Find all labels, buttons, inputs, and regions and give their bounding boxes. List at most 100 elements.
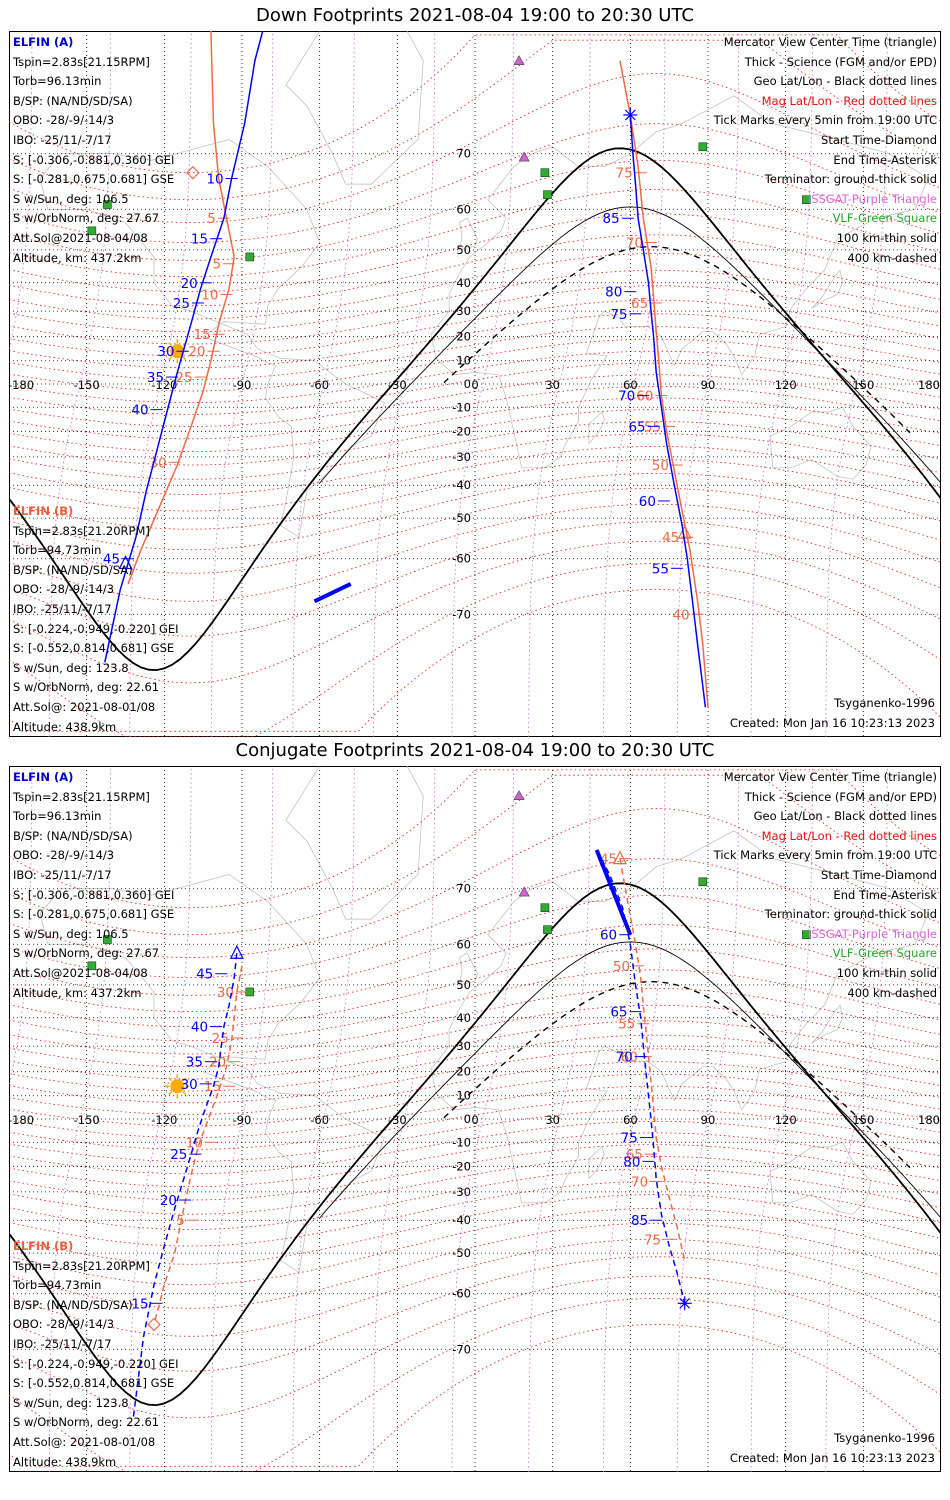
time-tick-label: 65 <box>628 419 645 435</box>
info-row: OBO: -28/-9/-14/3 <box>13 848 115 863</box>
model-credit: Tsyganenko-1996 <box>834 696 935 710</box>
lat-tick-label: 30 <box>456 1039 471 1053</box>
info-row: Torb=96.13min <box>13 74 102 89</box>
sun-ray <box>182 1077 187 1082</box>
lat-tick-label: 10 <box>456 354 471 368</box>
time-tick-label: 45 <box>196 967 213 983</box>
center-time-triangle-icon <box>229 944 244 959</box>
time-tick-label: 60 <box>639 494 656 510</box>
end-asterisk-icon <box>679 1297 691 1309</box>
info-row: IBO: -25/11/-7/17 <box>13 1336 112 1351</box>
vlf-square-icon <box>698 877 708 887</box>
mag-lon-line <box>372 31 436 737</box>
panel-title-conjugate: Conjugate Footprints 2021-08-04 19:00 to… <box>235 740 715 761</box>
time-tick-label: 15 <box>131 1296 148 1312</box>
time-tick-label: 80 <box>605 285 622 301</box>
issgat-triangle-icon <box>518 151 530 162</box>
time-tick-label: 5 <box>207 211 216 227</box>
info-row: Torb=94.73min <box>13 543 102 558</box>
mag-lat-line <box>9 1298 941 1472</box>
lat-tick-label: -60 <box>452 1287 471 1301</box>
time-tick-label: 45 <box>662 530 679 546</box>
lat-tick-label: -30 <box>452 450 471 464</box>
mag-lat-line <box>9 1275 941 1419</box>
time-tick-label: 40 <box>672 607 689 623</box>
time-tick-label: 40 <box>191 1020 208 1036</box>
sun-ray <box>182 1091 187 1096</box>
info-row: Altitude, km: 437.2km <box>13 250 142 265</box>
legend: Mercator View Center Time (triangle) Thi… <box>714 33 937 268</box>
lon-tick-label: 180 <box>918 378 940 392</box>
legend-item: Start Time-Diamond <box>821 867 937 882</box>
time-tick-label: 15 <box>204 1079 221 1095</box>
vlf-square-icon <box>802 195 811 204</box>
mag-lat-line <box>9 858 941 978</box>
lon-tick-label: -180 <box>9 378 34 392</box>
mag-lon-line <box>528 766 591 1472</box>
info-row: IBO: -25/11/-7/17 <box>13 132 112 147</box>
lat-tick-label: -50 <box>452 511 471 525</box>
lat-tick-label: 50 <box>456 243 471 257</box>
time-tick-label: 50 <box>613 959 630 975</box>
time-tick-label: 45 <box>103 552 120 568</box>
legend-item: Tick Marks every 5min from 19:00 UTC <box>713 848 937 863</box>
legend-item: Mercator View Center Time (triangle) <box>723 770 937 784</box>
coastline <box>430 830 929 1204</box>
legend-item: VLF-Green Square <box>832 211 937 226</box>
time-tick-label: 75 <box>621 1131 638 1147</box>
mag-lon-line <box>528 31 591 737</box>
mag-lon-line <box>210 766 274 1472</box>
info-row: Tspin=2.83s[21.20RPM] <box>13 523 150 538</box>
legend-item: Tick Marks every 5min from 19:00 UTC <box>713 113 937 128</box>
mag-lat-line <box>9 350 941 404</box>
time-tick-label: 60 <box>621 1050 638 1066</box>
info-row: Altitude: 438.9km <box>13 1454 117 1469</box>
time-tick-label: 55 <box>618 1017 635 1033</box>
lat-tick-label: -10 <box>452 1135 471 1149</box>
vlf-square-icon <box>698 142 708 152</box>
created-timestamp: Created: Mon Jan 16 10:23:13 2023 <box>729 1451 935 1465</box>
coastline <box>769 406 872 480</box>
time-tick-label: 15 <box>191 232 208 248</box>
terminator-100km <box>319 206 941 484</box>
sun-ray <box>168 356 173 361</box>
info-row: S: [-0.552,0.814,0.681] GSE <box>13 1376 175 1391</box>
elfin-b-header: ELFIN (B) <box>13 504 74 518</box>
coastline <box>285 766 424 920</box>
mag-lon-line <box>750 31 813 737</box>
coastline <box>459 952 478 986</box>
start-diamond-icon <box>147 1317 161 1332</box>
lat-tick-label: -60 <box>452 552 471 566</box>
elfin-a-header: ELFIN (A) <box>13 35 74 49</box>
time-tick-label: 30 <box>150 455 167 471</box>
info-row: Altitude: 438.9km <box>13 719 117 734</box>
center-time-triangle-icon <box>118 555 133 570</box>
info-row: B/SP: (NA/ND/SD/SA) <box>13 1297 133 1312</box>
coastline <box>588 1146 605 1180</box>
info-row: Torb=96.13min <box>13 809 102 824</box>
legend-item: 100 km-thin solid <box>836 965 937 980</box>
time-tick-label: 70 <box>618 389 635 405</box>
coastline <box>588 411 605 445</box>
info-row: S w/OrbNorm, deg: 27.67 <box>13 211 160 226</box>
lon-tick-label: 180 <box>918 1113 940 1127</box>
coastline <box>39 139 385 538</box>
lon-tick-label: -120 <box>151 1113 177 1127</box>
info-row: S: [-0.281,0.675,0.681] GSE <box>13 907 175 922</box>
lat-tick-label: -70 <box>452 1342 471 1356</box>
lon-tick-label: -60 <box>310 378 329 392</box>
coastline <box>459 217 478 251</box>
time-tick-label: 75 <box>616 166 633 182</box>
info-row: S: [-0.306,-0.881,0.360] GEI <box>13 152 175 167</box>
mag-lat-line <box>9 521 941 637</box>
mag-lat-line <box>9 338 941 392</box>
sun-ray <box>182 356 187 361</box>
terminator-400km <box>443 245 911 434</box>
mag-lat-line <box>9 34 941 174</box>
lat-tick-label: 20 <box>456 330 471 344</box>
info-row: S w/OrbNorm, deg: 22.61 <box>13 680 160 695</box>
vlf-square-icon <box>103 935 112 944</box>
info-row: Att.Sol@2021-08-04/08 <box>13 965 148 980</box>
lat-tick-label: -70 <box>452 607 471 621</box>
lon-tick-label: 0 <box>471 378 478 392</box>
